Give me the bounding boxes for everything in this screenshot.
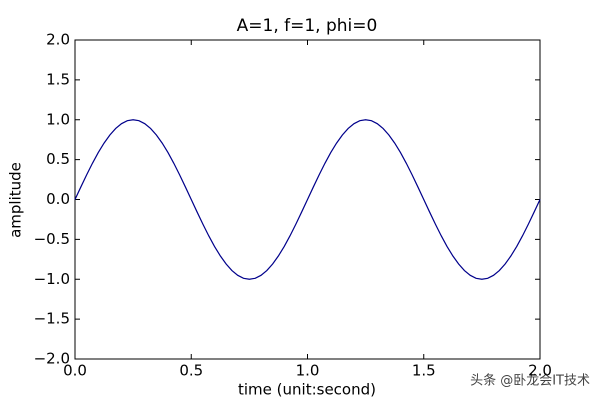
y-tick-label: −1.5 <box>34 310 70 328</box>
x-tick-label: 1.5 <box>412 362 436 380</box>
x-tick-label: 0.5 <box>179 362 203 380</box>
y-tick-label: −0.5 <box>34 230 70 248</box>
line-series <box>74 119 541 280</box>
x-axis-label: time (unit:second) <box>238 381 376 399</box>
y-tick-label: 0.5 <box>46 150 70 168</box>
watermark: 头条 @卧龙会IT技术 <box>470 373 590 389</box>
x-tick-label: 0.0 <box>63 362 87 380</box>
x-tick-label: 1.0 <box>296 362 320 380</box>
x-tick-label: 2.0 <box>528 362 552 380</box>
chart-title: A=1, f=1, phi=0 <box>237 16 378 36</box>
y-tick-label: −2.0 <box>34 350 70 368</box>
y-tick-label: 0.0 <box>46 190 70 208</box>
y-tick-label: 1.0 <box>46 110 70 128</box>
y-tick-label: 2.0 <box>46 31 70 49</box>
y-axis-label: amplitude <box>7 162 25 238</box>
y-tick-label: 1.5 <box>46 70 70 88</box>
y-tick-label: −1.0 <box>34 270 70 288</box>
